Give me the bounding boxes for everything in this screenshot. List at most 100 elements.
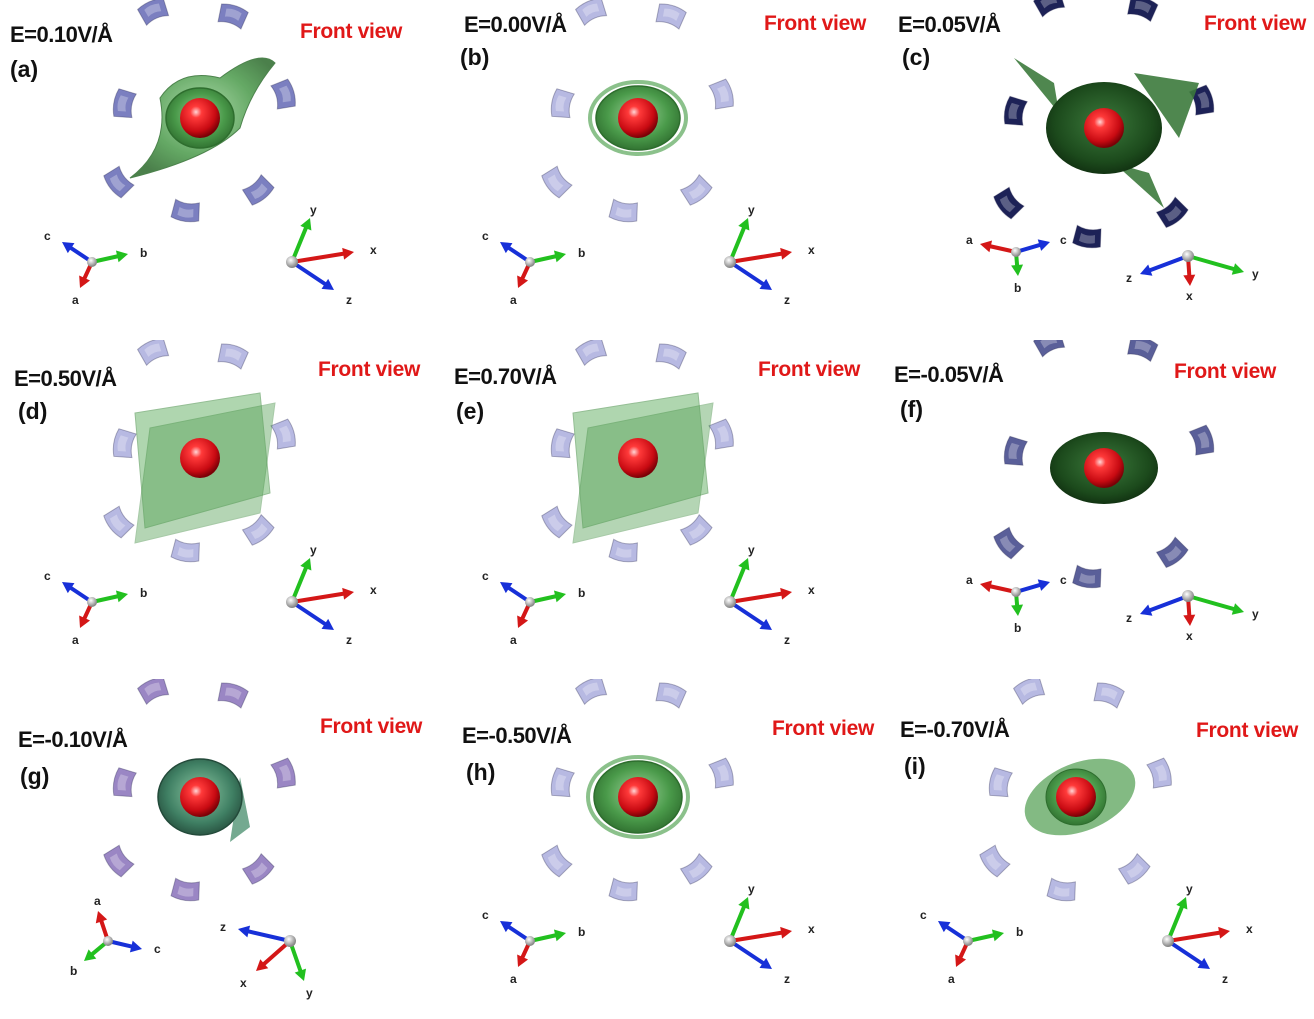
y-axis-label: y bbox=[306, 986, 313, 1000]
neighbor-atom bbox=[708, 418, 734, 450]
cartesian-axes: y x z bbox=[286, 543, 377, 647]
axes: c b a y x z bbox=[44, 543, 377, 647]
panel-a: c b a y x z E=0.10V/Å (a) Front view bbox=[0, 0, 438, 340]
structure-render: a c b z x y bbox=[70, 679, 313, 1000]
neighbor-atom bbox=[679, 173, 713, 206]
z-axis-label: z bbox=[784, 293, 790, 307]
z-axis-arrow bbox=[1166, 939, 1210, 969]
structure-render: c b a y x z bbox=[482, 340, 815, 647]
lattice-axes: c b a bbox=[482, 569, 585, 647]
z-axis-label: z bbox=[346, 293, 352, 307]
neighbor-atom bbox=[103, 505, 135, 539]
neighbor-atom bbox=[550, 767, 576, 798]
neighbor-atom bbox=[241, 173, 275, 206]
x-axis-label: x bbox=[1186, 629, 1193, 643]
y-axis-label: y bbox=[310, 543, 317, 557]
lattice-c-label: c bbox=[482, 908, 489, 922]
neighbor-atom bbox=[270, 757, 296, 789]
lattice-c-arrow bbox=[1014, 239, 1050, 254]
z-axis-arrow bbox=[1140, 254, 1190, 276]
neighbor-atom bbox=[608, 198, 638, 223]
lattice-b-arrow bbox=[90, 590, 128, 604]
y-axis-label: y bbox=[1252, 267, 1259, 281]
neighbor-atom bbox=[655, 3, 687, 30]
z-axis-label: z bbox=[1126, 611, 1132, 625]
neighbor-atom bbox=[541, 165, 573, 199]
lattice-axes: a c b bbox=[70, 894, 161, 978]
lattice-axes: c b a bbox=[482, 908, 585, 986]
x-axis-label: x bbox=[370, 243, 377, 257]
structure-render: a c b z y x bbox=[966, 0, 1259, 303]
lattice-axes: c b a bbox=[920, 908, 1023, 986]
neighbor-atom bbox=[1072, 564, 1102, 589]
neighbor-atom bbox=[1127, 0, 1159, 23]
lattice-b-label: b bbox=[70, 964, 77, 978]
lattice-a-label: a bbox=[966, 233, 973, 247]
central-atom bbox=[1084, 108, 1124, 148]
y-axis-arrow bbox=[1166, 897, 1188, 943]
lattice-b-label: b bbox=[140, 586, 147, 600]
neighbor-atom bbox=[993, 526, 1025, 560]
panel-f: a c b z y x E=-0.05V/Å (f) Front view bbox=[876, 340, 1314, 680]
neighbor-atom bbox=[655, 682, 687, 709]
neighbor-atom bbox=[270, 418, 296, 450]
z-axis-label: z bbox=[784, 633, 790, 647]
view-label: Front view bbox=[772, 717, 875, 740]
structure-render: c b a y x z bbox=[44, 340, 377, 647]
lattice-a-arrow bbox=[980, 240, 1018, 254]
panel-e: c b a y x z E=0.70V/Å (e) Front view bbox=[438, 340, 876, 680]
neighbor-atom bbox=[574, 340, 608, 367]
neighbor-atom bbox=[136, 0, 170, 27]
x-axis-arrow bbox=[290, 247, 354, 264]
molecule bbox=[993, 340, 1215, 589]
neighbor-atom bbox=[103, 165, 135, 199]
field-strength-label: E=0.05V/Å bbox=[898, 12, 1001, 37]
neighbor-atom bbox=[541, 505, 573, 539]
central-atom bbox=[1056, 777, 1096, 817]
lattice-c-arrow bbox=[106, 939, 142, 953]
y-axis-arrow bbox=[1186, 254, 1244, 275]
neighbor-atom bbox=[574, 679, 608, 706]
lattice-b-label: b bbox=[1014, 281, 1021, 295]
lattice-b-label: b bbox=[140, 246, 147, 260]
z-axis-arrow bbox=[728, 260, 772, 290]
neighbor-atom bbox=[1155, 196, 1189, 229]
neighbor-atom bbox=[112, 767, 138, 798]
z-axis-arrow bbox=[728, 939, 772, 969]
axes: c b a y x z bbox=[920, 882, 1253, 986]
neighbor-atom bbox=[1032, 340, 1066, 358]
panel-letter: (i) bbox=[904, 753, 926, 779]
panel-letter: (f) bbox=[900, 396, 923, 422]
cartesian-axes: z y x bbox=[1126, 250, 1259, 303]
central-atom bbox=[618, 777, 658, 817]
x-axis-label: x bbox=[1246, 922, 1253, 936]
lattice-c-arrow bbox=[500, 242, 532, 264]
panel-d: c b a y x z E=0.50V/Å (d) Front view bbox=[0, 340, 438, 680]
structure-render: c b a y x z bbox=[44, 0, 377, 307]
cartesian-axes: y x z bbox=[1162, 882, 1253, 986]
panel-g: a c b z x y E=-0.10V/Å (g) Front view bbox=[0, 679, 438, 1019]
structure-render: c b a y x z bbox=[482, 679, 815, 986]
neighbor-atom bbox=[1003, 435, 1029, 466]
y-axis-label: y bbox=[310, 203, 317, 217]
molecule bbox=[541, 340, 734, 563]
lattice-c-label: c bbox=[154, 942, 161, 956]
neighbor-atom bbox=[1046, 877, 1076, 902]
neighbor-atom bbox=[112, 428, 138, 459]
y-axis-arrow bbox=[728, 897, 750, 943]
neighbor-atom bbox=[1093, 682, 1125, 709]
lattice-b-label: b bbox=[578, 246, 585, 260]
axes: c b a y x z bbox=[482, 543, 815, 647]
neighbor-atom bbox=[1117, 852, 1151, 885]
neighbor-atom bbox=[1032, 0, 1066, 18]
central-atom bbox=[180, 98, 220, 138]
field-strength-label: E=0.10V/Å bbox=[10, 22, 113, 47]
field-strength-label: E=-0.10V/Å bbox=[18, 727, 128, 752]
view-label: Front view bbox=[320, 715, 423, 738]
lattice-b-label: b bbox=[578, 586, 585, 600]
central-atom bbox=[180, 777, 220, 817]
lattice-a-label: a bbox=[510, 633, 517, 647]
lattice-axes: c b a bbox=[44, 229, 147, 307]
neighbor-atom bbox=[993, 186, 1025, 220]
neighbor-atom bbox=[112, 88, 138, 119]
